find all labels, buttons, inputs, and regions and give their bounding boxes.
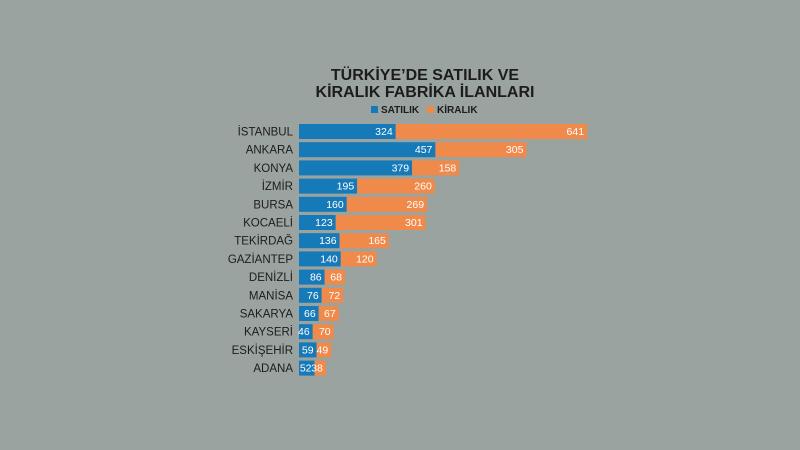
value-label-kiralik-adana: 38 bbox=[311, 363, 323, 375]
bar-kiralik-denizli bbox=[324, 269, 345, 285]
value-label-kiralik-kayseri: 70 bbox=[319, 326, 331, 338]
category-label-kayseri: KAYSERİ bbox=[244, 326, 293, 339]
bar-kiralik-konya bbox=[412, 160, 460, 176]
value-label-satilik-denizli: 86 bbox=[310, 272, 322, 284]
category-label-adana: ADANA bbox=[253, 363, 293, 375]
value-label-kiralik-eskisehir: 49 bbox=[317, 344, 329, 356]
category-label-konya: KONYA bbox=[254, 163, 294, 175]
value-label-satilik-konya: 379 bbox=[392, 162, 410, 174]
chart-title-line-2: KİRALIK FABRİKA İLANLARI bbox=[316, 83, 535, 101]
category-label-kocaeli: KOCAELİ bbox=[243, 217, 293, 230]
legend-label-satilik: SATILIK bbox=[381, 105, 420, 116]
bar-satilik-kayseri bbox=[299, 324, 313, 340]
category-label-tekirdag: TEKİRDAĞ bbox=[234, 235, 293, 248]
category-label-bursa: BURSA bbox=[253, 199, 293, 211]
bar-kiralik-gaziantep bbox=[340, 251, 377, 267]
bar-kiralik-bursa bbox=[346, 196, 428, 212]
value-label-kiralik-konya: 158 bbox=[439, 162, 457, 174]
value-label-kiralik-kocaeli: 301 bbox=[405, 217, 423, 229]
bar-satilik-bursa bbox=[299, 196, 347, 212]
value-label-satilik-sakarya: 66 bbox=[304, 308, 316, 320]
bar-satilik-manisa bbox=[299, 287, 322, 303]
value-label-satilik-bursa: 160 bbox=[326, 199, 344, 211]
value-label-satilik-manisa: 76 bbox=[307, 290, 319, 302]
bar-kiralik-istanbul bbox=[395, 124, 588, 139]
value-label-satilik-istanbul: 324 bbox=[375, 126, 393, 138]
bar-kiralik-tekirdag bbox=[339, 233, 389, 249]
value-label-satilik-ankara: 457 bbox=[415, 144, 433, 156]
bar-satilik-konya bbox=[299, 160, 413, 176]
bar-satilik-gaziantep bbox=[299, 251, 341, 267]
bars-group: İSTANBUL 324 641 ANKARA 457 305 KONYA 379 158 İZM… bbox=[228, 124, 588, 376]
value-label-satilik-izmir: 195 bbox=[337, 181, 355, 193]
value-label-kiralik-bursa: 269 bbox=[407, 199, 425, 211]
value-label-kiralik-sakarya: 67 bbox=[324, 308, 336, 320]
value-label-kiralik-denizli: 68 bbox=[330, 272, 342, 284]
bar-kiralik-eskisehir bbox=[316, 342, 332, 358]
category-label-manisa: MANİSA bbox=[249, 289, 293, 302]
legend-swatch-kiralik bbox=[427, 106, 434, 113]
legend: SATILIK KİRALIK bbox=[371, 103, 478, 116]
category-label-eskisehir: ESKİŞEHİR bbox=[232, 344, 293, 357]
bar-kiralik-izmir bbox=[357, 178, 435, 194]
value-label-kiralik-istanbul: 641 bbox=[567, 126, 585, 138]
bar-satilik-izmir bbox=[299, 178, 358, 194]
bar-kiralik-ankara bbox=[435, 142, 527, 158]
value-label-satilik-gaziantep: 140 bbox=[320, 253, 338, 265]
bar-kiralik-sakarya bbox=[318, 306, 339, 321]
category-label-istanbul: İSTANBUL bbox=[238, 126, 294, 139]
bar-kiralik-adana bbox=[314, 360, 326, 376]
value-label-kiralik-manisa: 72 bbox=[328, 290, 340, 302]
bar-satilik-adana bbox=[299, 360, 315, 376]
value-label-kiralik-gaziantep: 120 bbox=[356, 253, 374, 265]
value-label-satilik-eskisehir: 59 bbox=[302, 344, 314, 356]
category-label-izmir: İZMİR bbox=[262, 180, 293, 193]
value-label-satilik-kayseri: 46 bbox=[298, 326, 310, 338]
bar-satilik-istanbul bbox=[299, 124, 396, 139]
bar-satilik-ankara bbox=[299, 142, 436, 158]
value-label-satilik-adana: 52 bbox=[300, 363, 312, 375]
value-label-kiralik-tekirdag: 165 bbox=[368, 235, 386, 247]
category-label-gaziantep: GAZİANTEP bbox=[228, 253, 294, 266]
bar-satilik-kocaeli bbox=[299, 215, 336, 230]
bar-kiralik-manisa bbox=[321, 287, 344, 303]
value-label-satilik-tekirdag: 136 bbox=[319, 235, 337, 247]
bar-kiralik-kocaeli bbox=[335, 215, 426, 230]
bar-satilik-eskisehir bbox=[299, 342, 317, 358]
legend-swatch-satilik bbox=[371, 106, 378, 113]
bar-satilik-tekirdag bbox=[299, 233, 340, 249]
legend-label-kiralik: KİRALIK bbox=[437, 103, 478, 116]
category-label-sakarya: SAKARYA bbox=[240, 309, 294, 321]
bar-satilik-sakarya bbox=[299, 306, 319, 321]
bar-satilik-denizli bbox=[299, 269, 325, 285]
value-label-satilik-kocaeli: 123 bbox=[315, 217, 333, 229]
chart-title-line-1: TÜRKİYE’DE SATILIK VE bbox=[331, 65, 519, 84]
category-label-denizli: DENİZLİ bbox=[249, 271, 293, 284]
bar-kiralik-kayseri bbox=[312, 324, 334, 340]
value-label-kiralik-izmir: 260 bbox=[414, 181, 432, 193]
category-label-ankara: ANKARA bbox=[246, 145, 294, 157]
value-label-kiralik-ankara: 305 bbox=[506, 144, 524, 156]
